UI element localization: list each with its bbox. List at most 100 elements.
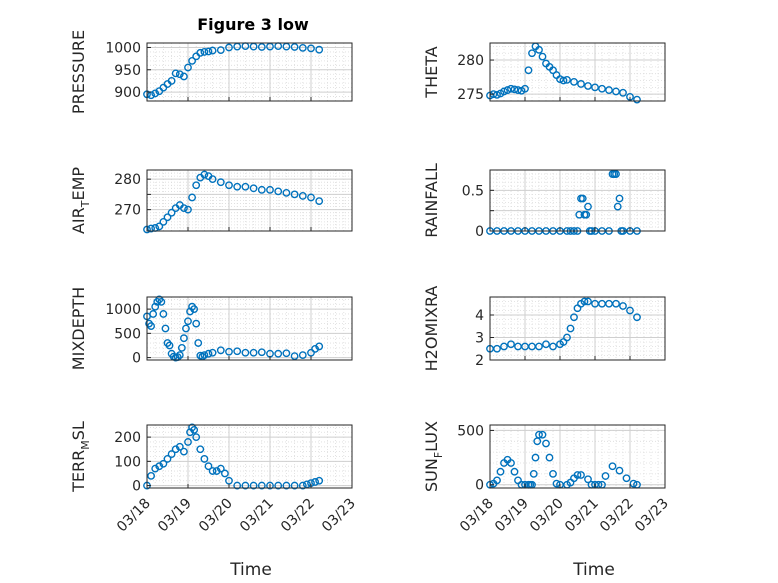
mixdepth-data-point xyxy=(161,324,170,333)
terr-msl-xtick-label: 03/23 xyxy=(319,496,359,536)
mixdepth-data-point xyxy=(182,324,190,333)
terr-msl-xtick-label: 03/19 xyxy=(155,496,195,536)
theta-subplot: 275 280 THETA xyxy=(422,42,666,104)
air-temp-data-point xyxy=(159,217,168,226)
pressure-data-point xyxy=(257,43,266,51)
pressure-data-point xyxy=(204,47,213,56)
air-temp-data-point xyxy=(179,204,188,213)
h2omixra-data-point xyxy=(580,297,589,306)
h2omixra-ytick-label: 3 xyxy=(475,331,484,347)
sun-flux-data-point xyxy=(493,476,501,485)
theta-data-point xyxy=(591,83,599,92)
sun-flux-data-point xyxy=(538,430,547,439)
mixdepth-data-point xyxy=(225,347,233,356)
terr-msl-data-point xyxy=(175,442,184,451)
terr-msl-xtick-label: 03/20 xyxy=(196,496,236,536)
pressure-ylabel: PRESSURE xyxy=(69,30,88,114)
rainfall-data-point xyxy=(613,202,622,211)
air-temp-data-point xyxy=(147,224,156,233)
sun-flux-xtick-label: 03/18 xyxy=(457,496,497,536)
pressure-data-point xyxy=(307,44,315,53)
pressure-data-point xyxy=(315,45,324,54)
terr-msl-data-point xyxy=(233,481,242,490)
figure-title: Figure 3 low xyxy=(197,15,309,34)
pressure-data-point xyxy=(151,89,160,98)
pressure-data-point xyxy=(216,46,225,55)
air-temp-ytick-label: 270 xyxy=(114,203,141,219)
mixdepth-data-point xyxy=(274,349,283,358)
theta-data-point xyxy=(563,75,571,84)
terr-msl-data-point xyxy=(298,481,307,490)
terr-msl-data-point xyxy=(274,481,283,490)
mixdepth-data-point xyxy=(208,348,217,357)
air-temp-data-point xyxy=(315,197,324,206)
sun-flux-xtick-label: 03/23 xyxy=(632,496,672,536)
sun-flux-ylabel: SUNFLUX xyxy=(422,421,445,492)
mixdepth-data-point xyxy=(190,305,199,314)
h2omixra-data-point xyxy=(549,342,557,351)
mixdepth-data-point xyxy=(179,334,188,343)
air-temp-data-point xyxy=(200,170,209,179)
sun-flux-ytick-label: 0 xyxy=(475,478,484,494)
sun-flux-data-point xyxy=(535,430,543,439)
rainfall-data-point xyxy=(578,194,587,203)
terr-msl-ylabel: TERRMSL xyxy=(69,421,92,493)
terr-msl-data-point xyxy=(216,464,225,473)
terr-msl-ytick-label: 0 xyxy=(132,479,141,495)
h2omixra-data-point xyxy=(493,344,501,353)
sun-flux-data-point xyxy=(615,466,624,475)
h2omixra-ytick-label: 4 xyxy=(475,308,484,324)
mixdepth-ylabel: MIXDEPTH xyxy=(69,287,88,370)
terr-msl-data-point xyxy=(282,481,291,490)
terr-msl-data-point xyxy=(311,478,319,486)
terr-msl-data-point xyxy=(147,471,156,480)
mixdepth-ytick-label: 1000 xyxy=(105,302,141,318)
theta-data-point xyxy=(510,85,519,94)
x-axis-label-left: Time xyxy=(229,560,272,580)
h2omixra-data-point xyxy=(535,342,543,351)
h2omixra-subplot: 2 3 4 H2OMIXRA xyxy=(422,286,666,371)
rainfall-data-point xyxy=(612,170,620,178)
x-axis-label-right: Time xyxy=(572,560,615,580)
air-temp-data-point xyxy=(298,192,307,200)
terr-msl-data-point xyxy=(204,462,213,471)
theta-data-point xyxy=(521,84,529,93)
h2omixra-data-point xyxy=(500,342,508,351)
mixdepth-data-point xyxy=(200,351,209,360)
h2omixra-data-point xyxy=(633,313,641,322)
air-temp-data-point xyxy=(257,185,266,194)
pressure-data-point xyxy=(184,63,192,72)
mixdepth-data-point xyxy=(177,343,186,352)
theta-axes-box xyxy=(489,42,666,102)
air-temp-data-point xyxy=(184,205,192,214)
mixdepth-data-point xyxy=(204,349,213,358)
pressure-data-point xyxy=(298,44,307,52)
air-temp-data-point xyxy=(274,187,283,196)
theta-data-point xyxy=(528,49,536,58)
theta-data-point xyxy=(514,86,522,94)
terr-msl-data-point xyxy=(249,481,258,490)
sun-flux-data-point xyxy=(496,467,505,476)
pressure-data-point xyxy=(290,43,299,51)
theta-data-point xyxy=(605,86,613,94)
air-temp-data-point xyxy=(266,185,274,194)
mixdepth-data-point xyxy=(241,348,250,357)
mixdepth-data-point xyxy=(233,347,242,356)
sun-flux-xtick-label: 03/20 xyxy=(527,496,567,536)
pressure-data-point xyxy=(171,69,180,78)
air-temp-data-point xyxy=(208,175,217,184)
mixdepth-data-point xyxy=(257,348,266,357)
rainfall-subplot: 0 0.5 RAINFALL xyxy=(422,163,666,240)
sun-flux-xtick-label: 03/19 xyxy=(492,496,532,536)
terr-msl-data-point xyxy=(159,459,168,468)
h2omixra-ytick-label: 2 xyxy=(475,353,484,369)
terr-msl-data-point xyxy=(225,476,233,485)
pressure-data-point xyxy=(147,91,156,100)
rainfall-axes-bg xyxy=(490,170,665,231)
rainfall-ylabel: RAINFALL xyxy=(422,163,441,238)
sun-flux-ytick-label: 500 xyxy=(457,423,484,439)
air-temp-data-point xyxy=(307,193,315,202)
theta-data-point xyxy=(493,90,501,99)
air-temp-data-point xyxy=(216,178,225,187)
